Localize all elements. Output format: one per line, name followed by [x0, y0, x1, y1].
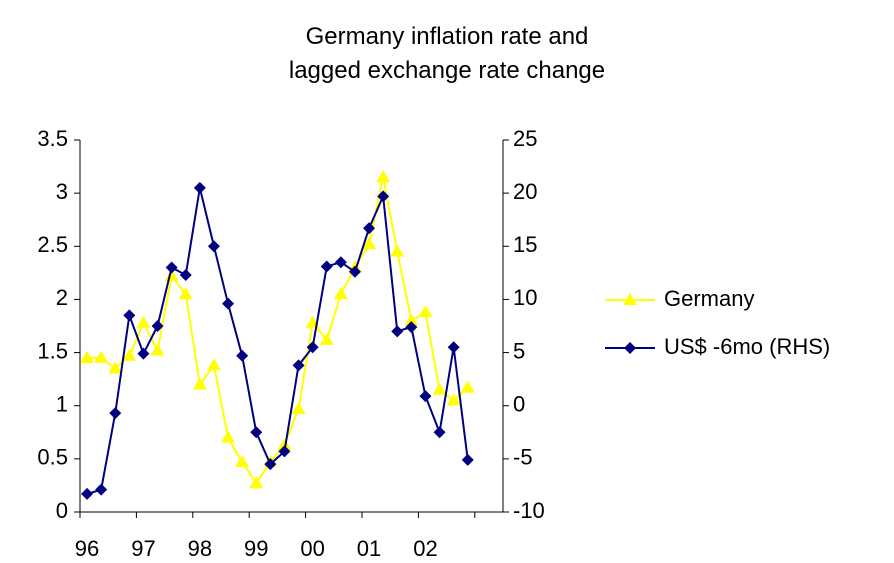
point [122, 348, 137, 361]
point [418, 305, 433, 318]
point [193, 181, 206, 194]
x-tick-label: 01 [357, 536, 381, 561]
x-tick-label: 97 [131, 536, 155, 561]
point [333, 287, 348, 300]
point [80, 350, 95, 363]
y-tick-label: 0.5 [37, 445, 68, 470]
x-tick-label: 98 [188, 536, 212, 561]
y2-tick-label: 25 [513, 126, 537, 151]
point [363, 222, 376, 235]
legend-marker [624, 342, 636, 354]
x-tick-label: 99 [244, 536, 268, 561]
point [377, 190, 390, 203]
point [192, 377, 207, 390]
y2-tick-label: 0 [513, 392, 525, 417]
y2-tick-label: 5 [513, 338, 525, 363]
x-tick-label: 00 [300, 536, 324, 561]
y-tick-label: 0 [56, 498, 68, 523]
point [264, 458, 277, 471]
point [432, 382, 447, 395]
legend-marker [623, 293, 637, 305]
point [222, 297, 235, 310]
point [447, 341, 460, 354]
y-tick-label: 2.5 [37, 232, 68, 257]
point [206, 358, 221, 371]
point [95, 483, 108, 496]
x-tick-label: 02 [413, 536, 437, 561]
point [391, 325, 404, 338]
point [123, 309, 136, 322]
point [291, 401, 306, 414]
point [277, 438, 292, 451]
x-tick-label: 96 [75, 536, 99, 561]
point [348, 265, 361, 278]
legend-label: US$ -6mo (RHS) [664, 334, 830, 359]
legend-label: Germany [664, 286, 754, 311]
series-line [86, 187, 469, 495]
y-tick-label: 1.5 [37, 338, 68, 363]
point [390, 244, 405, 257]
y2-tick-label: 20 [513, 179, 537, 204]
point [433, 426, 446, 439]
point [461, 453, 474, 466]
point [405, 321, 418, 334]
point [362, 237, 377, 250]
point [376, 170, 391, 183]
point [320, 260, 333, 273]
y-tick-label: 3 [56, 179, 68, 204]
point [419, 390, 432, 403]
y-tick-label: 2 [56, 285, 68, 310]
point [179, 268, 192, 281]
point [207, 240, 220, 253]
point [81, 487, 94, 500]
series-line [87, 176, 469, 486]
point [250, 426, 263, 439]
point [136, 315, 151, 328]
point [151, 320, 164, 332]
point [334, 256, 347, 269]
point [235, 455, 250, 468]
chart-title: Germany inflation rate and lagged exchan… [288, 23, 606, 84]
point [137, 347, 150, 360]
point [221, 430, 236, 443]
point [319, 332, 334, 345]
y2-tick-label: -5 [513, 445, 533, 470]
point [94, 350, 109, 363]
point [150, 343, 165, 356]
point [165, 261, 178, 274]
point [306, 341, 319, 354]
y2-tick-label: -10 [513, 498, 545, 523]
y2-tick-label: 10 [513, 285, 537, 310]
point [109, 407, 122, 420]
point [236, 349, 249, 362]
point [278, 445, 291, 458]
y-tick-label: 3.5 [37, 126, 68, 151]
point [292, 359, 305, 372]
point [108, 361, 123, 374]
point [249, 476, 264, 489]
y-tick-label: 1 [56, 392, 68, 417]
point [446, 393, 461, 406]
point [404, 313, 419, 326]
y2-tick-label: 15 [513, 232, 537, 257]
point [460, 380, 475, 393]
point [178, 287, 193, 300]
